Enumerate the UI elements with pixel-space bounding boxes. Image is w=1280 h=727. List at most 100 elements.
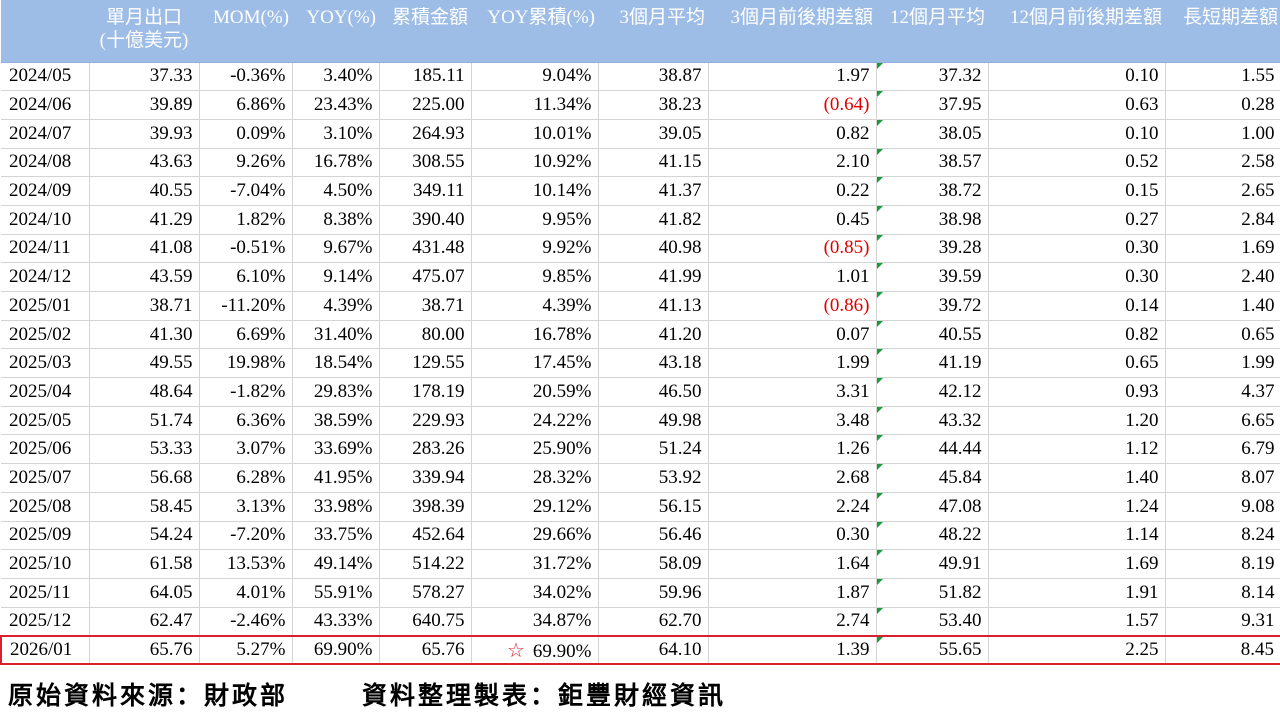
value-cell[interactable]: 65.76 (379, 634, 472, 666)
value-cell[interactable]: 39.59 (876, 262, 989, 292)
value-cell[interactable]: 40.98 (598, 234, 709, 264)
date-cell[interactable]: 2025/12 (1, 607, 90, 637)
value-cell[interactable]: 6.86% (199, 90, 293, 120)
value-cell[interactable]: 4.39% (292, 291, 380, 321)
value-cell[interactable]: 34.87% (471, 607, 599, 637)
value-cell[interactable]: 0.52 (988, 148, 1166, 178)
value-cell[interactable]: 0.30 (708, 521, 877, 551)
value-cell[interactable]: 452.64 (379, 521, 472, 551)
value-cell[interactable]: 37.32 (876, 62, 989, 92)
value-cell[interactable]: 1.99 (1165, 348, 1280, 379)
value-cell[interactable]: 18.54% (292, 348, 380, 379)
value-cell[interactable]: 37.33 (89, 62, 200, 92)
value-cell[interactable]: 39.89 (89, 90, 200, 120)
date-cell[interactable]: 2024/11 (1, 234, 90, 264)
value-cell[interactable]: 5.27% (199, 634, 293, 666)
value-cell[interactable]: 38.05 (876, 119, 989, 149)
value-cell[interactable]: 3.40% (292, 62, 380, 92)
value-cell[interactable]: 43.33% (292, 607, 380, 637)
value-cell[interactable]: 283.26 (379, 434, 472, 465)
value-cell[interactable]: 514.22 (379, 549, 472, 579)
value-cell[interactable]: 1.97 (708, 62, 877, 92)
value-cell[interactable]: 2.58 (1165, 148, 1280, 178)
value-cell[interactable]: 398.39 (379, 492, 472, 522)
date-cell[interactable]: 2025/02 (1, 320, 90, 350)
date-cell[interactable]: 2025/04 (1, 377, 90, 407)
value-cell[interactable]: 16.78% (471, 320, 599, 350)
value-cell[interactable]: 229.93 (379, 406, 472, 436)
value-cell[interactable]: 9.08 (1165, 492, 1280, 522)
value-cell[interactable]: 38.71 (89, 291, 200, 321)
value-cell[interactable]: (0.64) (708, 90, 877, 120)
value-cell[interactable]: -0.51% (199, 234, 293, 264)
value-cell[interactable]: 0.45 (708, 205, 877, 235)
value-cell[interactable]: 47.08 (876, 492, 989, 522)
value-cell[interactable]: 1.24 (988, 492, 1166, 522)
value-cell[interactable]: 6.79 (1165, 434, 1280, 465)
value-cell[interactable]: 59.96 (598, 578, 709, 608)
value-cell[interactable]: 65.76 (89, 634, 200, 666)
value-cell[interactable]: 42.12 (876, 377, 989, 407)
value-cell[interactable]: 475.07 (379, 262, 472, 292)
value-cell[interactable]: 24.22% (471, 406, 599, 436)
value-cell[interactable]: 54.24 (89, 521, 200, 551)
value-cell[interactable]: 3.10% (292, 119, 380, 149)
value-cell[interactable]: 9.85% (471, 262, 599, 292)
value-cell[interactable]: 49.14% (292, 549, 380, 579)
column-header[interactable]: MOM(%) (199, 0, 292, 63)
value-cell[interactable]: -11.20% (199, 291, 293, 321)
value-cell[interactable]: 41.20 (598, 320, 709, 350)
column-header[interactable]: 3個月前後期差額 (708, 0, 876, 63)
value-cell[interactable]: 0.14 (988, 291, 1166, 321)
value-cell[interactable]: 41.82 (598, 205, 709, 235)
date-cell[interactable]: 2025/07 (1, 463, 90, 493)
value-cell[interactable]: 9.67% (292, 234, 380, 264)
value-cell[interactable]: 431.48 (379, 234, 472, 264)
value-cell[interactable]: 38.98 (876, 205, 989, 235)
column-header[interactable]: 12個月平均 (876, 0, 988, 63)
date-cell[interactable]: 2025/10 (1, 549, 90, 579)
value-cell[interactable]: 1.20 (988, 406, 1166, 436)
date-cell[interactable]: 2025/08 (1, 492, 90, 522)
value-cell[interactable]: 6.36% (199, 406, 293, 436)
value-cell[interactable]: 41.37 (598, 176, 709, 206)
value-cell[interactable]: 0.27 (988, 205, 1166, 235)
column-header[interactable]: YOY(%) (292, 0, 379, 63)
value-cell[interactable]: 38.23 (598, 90, 709, 120)
value-cell[interactable]: 8.24 (1165, 521, 1280, 551)
value-cell[interactable]: 1.26 (708, 434, 877, 465)
value-cell[interactable]: 6.28% (199, 463, 293, 493)
value-cell[interactable]: 0.22 (708, 176, 877, 206)
value-cell[interactable]: 39.93 (89, 119, 200, 149)
value-cell[interactable]: 640.75 (379, 607, 472, 637)
value-cell[interactable]: 55.65 (876, 634, 989, 666)
value-cell[interactable]: 0.07 (708, 320, 877, 350)
value-cell[interactable]: 45.84 (876, 463, 989, 493)
value-cell[interactable]: 8.19 (1165, 549, 1280, 579)
value-cell[interactable]: 49.91 (876, 549, 989, 579)
value-cell[interactable]: 4.37 (1165, 377, 1280, 407)
value-cell[interactable]: 55.91% (292, 578, 380, 608)
value-cell[interactable]: 20.59% (471, 377, 599, 407)
value-cell[interactable]: 40.55 (89, 176, 200, 206)
value-cell[interactable]: 51.74 (89, 406, 200, 436)
value-cell[interactable]: 16.78% (292, 148, 380, 178)
value-cell[interactable]: 0.10 (988, 119, 1166, 149)
value-cell[interactable]: 2.68 (708, 463, 877, 493)
date-cell[interactable]: 2025/09 (1, 521, 90, 551)
value-cell[interactable]: 3.48 (708, 406, 877, 436)
column-header[interactable]: 3個月平均 (598, 0, 708, 63)
value-cell[interactable]: 41.19 (876, 348, 989, 379)
value-cell[interactable]: 29.12% (471, 492, 599, 522)
value-cell[interactable]: 62.70 (598, 607, 709, 637)
value-cell[interactable]: 10.14% (471, 176, 599, 206)
value-cell[interactable]: 0.10 (988, 62, 1166, 92)
value-cell[interactable]: 225.00 (379, 90, 472, 120)
value-cell[interactable]: 0.93 (988, 377, 1166, 407)
value-cell[interactable]: 8.38% (292, 205, 380, 235)
value-cell[interactable]: 4.50% (292, 176, 380, 206)
value-cell[interactable]: 17.45% (471, 348, 599, 379)
value-cell[interactable]: 41.29 (89, 205, 200, 235)
value-cell[interactable]: 34.02% (471, 578, 599, 608)
date-cell[interactable]: 2024/12 (1, 262, 90, 292)
